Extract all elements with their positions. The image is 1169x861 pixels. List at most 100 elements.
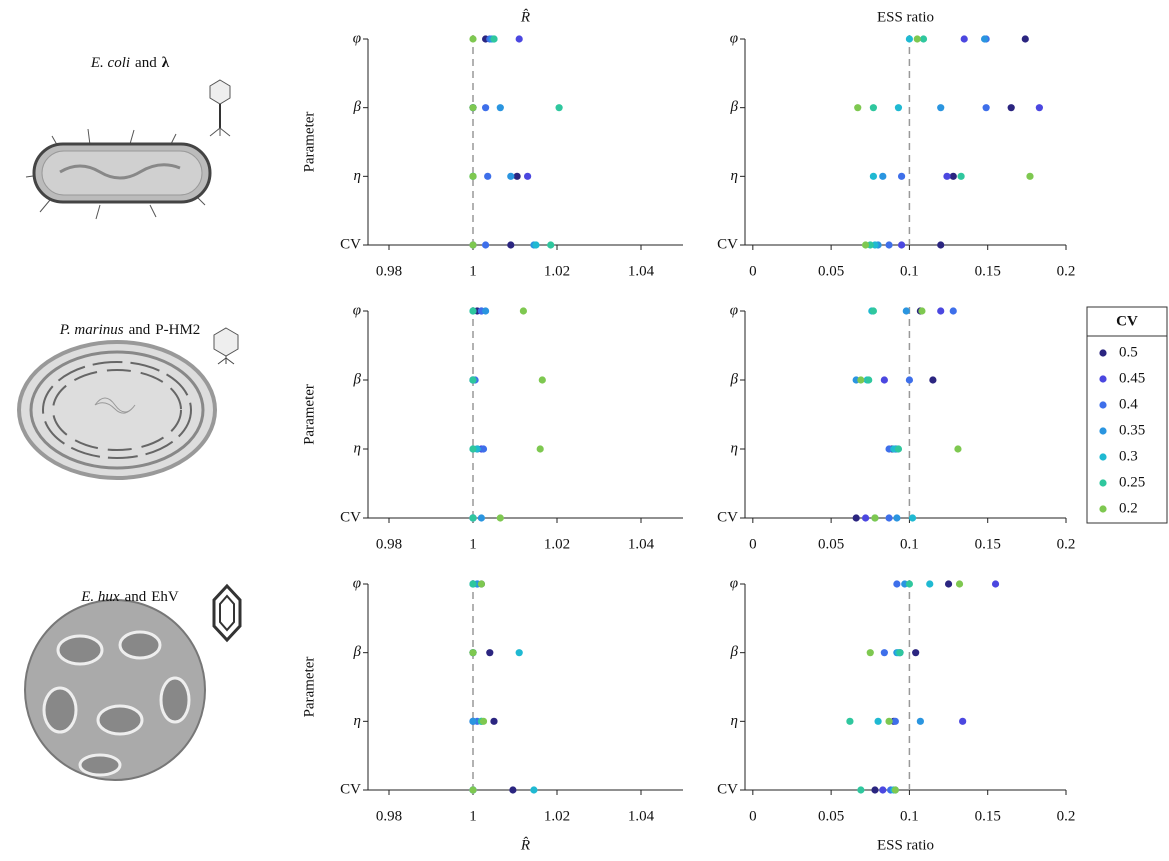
series	[852, 307, 937, 522]
y-axis-label: Parameter	[301, 384, 317, 445]
organism-label: E. hux and EhV	[80, 589, 179, 605]
series	[469, 35, 563, 249]
point	[536, 445, 544, 453]
series	[879, 580, 1000, 794]
x-tick-label: 0.05	[818, 808, 844, 824]
point	[496, 104, 504, 112]
point	[869, 104, 878, 112]
x-tick-label: 0.2	[1057, 536, 1076, 552]
series	[477, 580, 517, 794]
y-tick-label: η	[731, 713, 738, 729]
point	[980, 35, 989, 43]
point	[538, 376, 546, 384]
point	[871, 786, 879, 794]
point	[905, 376, 914, 384]
point	[959, 717, 967, 725]
point	[929, 376, 937, 384]
point	[894, 445, 903, 453]
y-tick-label: β	[730, 644, 739, 660]
point	[902, 307, 910, 315]
point	[490, 717, 498, 725]
x-tick-label: 1.02	[544, 808, 570, 824]
x-tick-label: 0.05	[818, 263, 844, 279]
point	[857, 786, 865, 794]
series	[488, 35, 538, 249]
point	[897, 241, 906, 249]
point	[490, 35, 498, 43]
legend-label: 0.45	[1119, 370, 1145, 386]
point	[937, 241, 945, 249]
point	[949, 172, 957, 180]
x-axis-label: ESS ratio	[877, 837, 934, 853]
series	[869, 35, 914, 249]
point	[1035, 104, 1043, 112]
point	[515, 35, 523, 43]
point	[982, 104, 990, 112]
point	[469, 172, 477, 180]
series	[891, 580, 924, 794]
series	[863, 307, 917, 522]
legend-label: 0.35	[1119, 422, 1145, 438]
point	[479, 445, 488, 453]
y-tick-label: η	[354, 440, 361, 456]
point	[885, 241, 893, 249]
series	[469, 35, 477, 249]
y-tick-label: CV	[717, 781, 738, 797]
point	[893, 514, 901, 522]
legend-marker	[1099, 505, 1107, 513]
point	[891, 717, 899, 725]
point	[469, 717, 477, 725]
y-tick-label: β	[730, 99, 739, 115]
y-tick-label: η	[354, 713, 361, 729]
organism-label: E. coli and λ	[90, 55, 170, 71]
point	[944, 580, 953, 588]
conjunction: and	[135, 55, 157, 71]
x-tick-label: 0.1	[900, 263, 919, 279]
series	[874, 580, 934, 794]
point	[469, 241, 477, 249]
series	[469, 580, 481, 794]
series	[937, 35, 1029, 249]
x-tick-label: 1.04	[628, 536, 655, 552]
series	[469, 35, 521, 249]
legend-marker	[1099, 479, 1107, 487]
x-axis-label: R̂	[520, 837, 530, 853]
point	[861, 514, 870, 522]
point	[919, 35, 928, 43]
legend-box	[1086, 306, 1168, 524]
x-tick-label: 1.04	[628, 808, 655, 824]
host-name: E. coli	[90, 55, 130, 71]
ehux-illustration	[24, 583, 242, 781]
point	[852, 514, 860, 522]
point	[496, 514, 504, 522]
y-axis-label: Parameter	[301, 112, 317, 173]
x-tick-label: 0.15	[975, 808, 1001, 824]
point	[486, 649, 494, 657]
x-tick-label: 0.98	[376, 263, 402, 279]
x-tick-label: 0	[749, 808, 757, 824]
point	[869, 307, 878, 315]
point	[866, 649, 874, 657]
point	[954, 445, 962, 453]
point	[893, 580, 901, 588]
x-tick-label: 0	[749, 263, 757, 279]
series	[857, 307, 962, 522]
series	[469, 35, 532, 249]
legend-label: 0.4	[1119, 396, 1138, 412]
point	[469, 376, 477, 384]
point	[937, 104, 945, 112]
y-tick-label: φ	[730, 575, 738, 591]
point	[1026, 172, 1034, 180]
point	[469, 580, 477, 588]
legend-marker	[1099, 427, 1107, 435]
prochlorococcus-illustration	[17, 327, 239, 480]
y-axis-label: Parameter	[301, 657, 317, 718]
point	[937, 307, 945, 315]
point	[469, 307, 477, 315]
series	[469, 580, 485, 794]
point	[869, 172, 878, 180]
point	[908, 514, 917, 522]
y-tick-label: CV	[340, 509, 361, 525]
series	[852, 307, 910, 522]
series	[866, 580, 964, 794]
